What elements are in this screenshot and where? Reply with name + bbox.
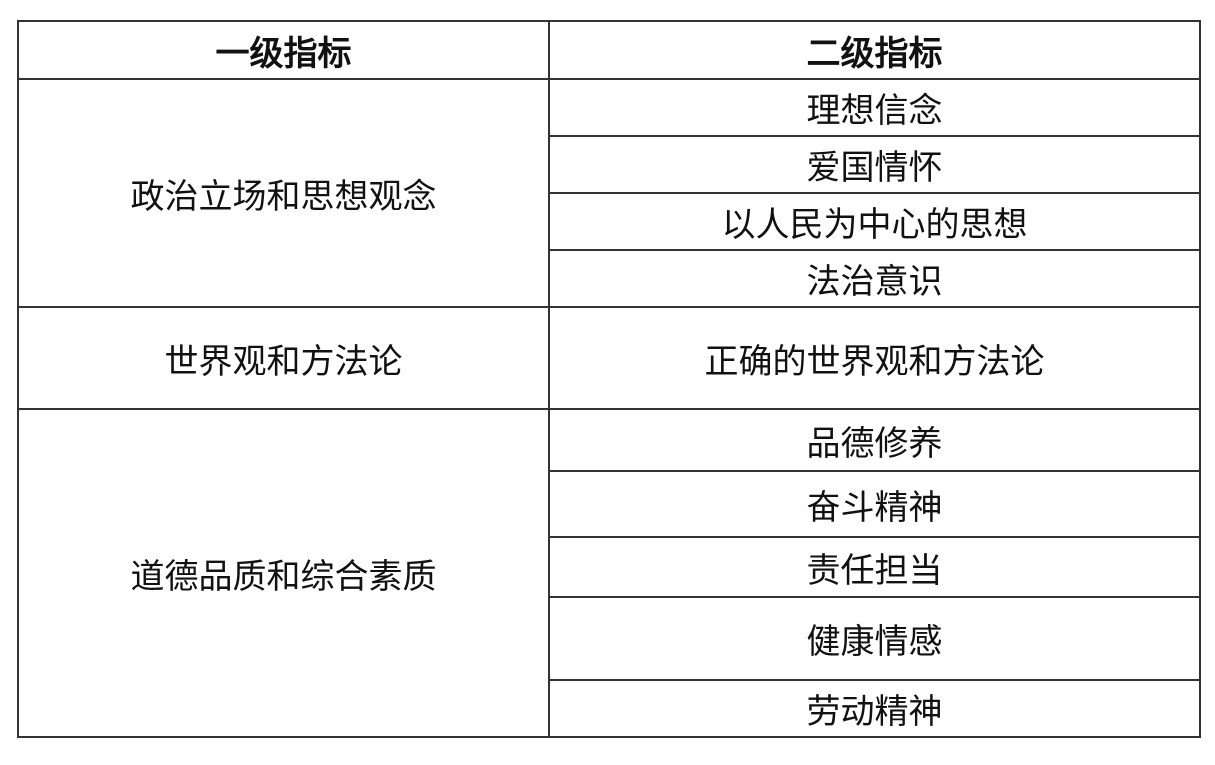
secondary-cell: 以人民为中心的思想 [548, 192, 1201, 251]
table-row: 爱国情怀 [18, 135, 1201, 194]
primary-cell: 道德品质和综合素质 [17, 408, 550, 738]
header-secondary: 二级指标 [548, 20, 1201, 80]
table-row: 政治立场和思想观念 理想信念 [17, 78, 1201, 308]
secondary-cell: 法治意识 [548, 249, 1201, 308]
table-row: 法治意识 [18, 249, 1201, 308]
table-row: 世界观和方法论 正确的世界观和方法论 [17, 306, 1201, 410]
table-row: 道德品质和综合素质 品德修养 [17, 408, 1201, 738]
secondary-cell: 奋斗精神 [548, 470, 1201, 538]
secondary-cell: 责任担当 [548, 536, 1201, 598]
table-row: 劳动精神 [18, 679, 1201, 738]
indicator-table: 一级指标 二级指标 政治立场和思想观念 理想信念 爱国情怀 以人民为中心的思想 … [17, 20, 1201, 738]
primary-cell: 政治立场和思想观念 [17, 78, 550, 308]
primary-cell: 世界观和方法论 [17, 306, 550, 410]
secondary-cell: 品德修养 [548, 408, 1201, 472]
table-row: 责任担当 [18, 536, 1201, 598]
header-primary: 一级指标 [17, 20, 550, 80]
table-row: 以人民为中心的思想 [18, 192, 1201, 251]
table-row: 奋斗精神 [18, 470, 1201, 538]
secondary-cell: 理想信念 [548, 78, 1201, 137]
secondary-cell: 健康情感 [548, 596, 1201, 681]
table-row: 健康情感 [18, 596, 1201, 681]
header-row: 一级指标 二级指标 [17, 20, 1201, 80]
secondary-cell: 爱国情怀 [548, 135, 1201, 194]
secondary-cell: 劳动精神 [548, 679, 1201, 738]
secondary-cell: 正确的世界观和方法论 [548, 306, 1201, 410]
